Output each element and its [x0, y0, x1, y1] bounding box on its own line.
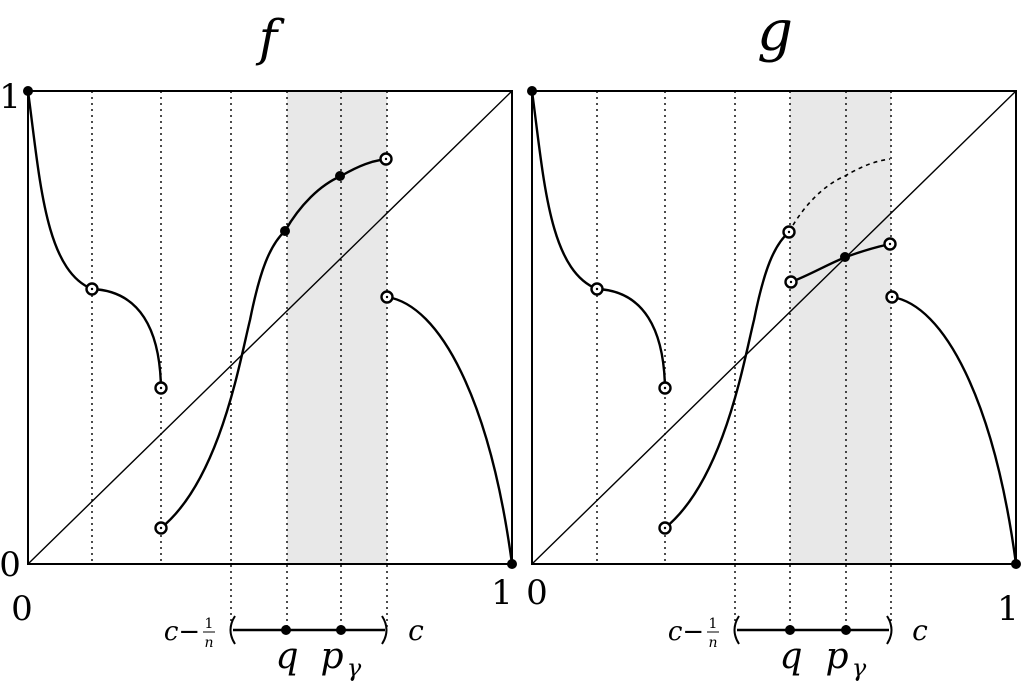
- x-right-label: 1: [997, 589, 1019, 629]
- open-left-paren: [733, 615, 740, 645]
- identity-diagonal: [531, 90, 1017, 565]
- shaded-band: [790, 91, 891, 564]
- closed-dot: [507, 559, 517, 569]
- open-dot-center: [888, 242, 892, 246]
- interval-left-label: c−: [668, 617, 704, 647]
- closed-points: [527, 86, 1021, 569]
- x-left-label: 0: [526, 573, 548, 613]
- open-right-paren: [886, 615, 893, 645]
- open-dot-center: [384, 157, 388, 161]
- curve-piece-2: [91, 287, 163, 389]
- open-point-centers: [595, 230, 894, 530]
- fraction-denominator: n: [708, 635, 717, 651]
- closed-dot: [840, 252, 850, 262]
- curve-piece-3: [160, 230, 286, 529]
- vertical-guides: [596, 91, 892, 630]
- point-p-subscript: γ: [852, 654, 867, 682]
- unit-square-frame: [531, 90, 1017, 565]
- x-left-label: 0: [11, 589, 33, 629]
- point-q-dot: [281, 625, 291, 635]
- open-right-paren: [381, 615, 388, 645]
- unit-square-frame: [27, 90, 513, 565]
- open-dot-center: [663, 526, 667, 530]
- interval-right-label: c: [408, 614, 424, 647]
- panel-f: f 1 0 0 1 c− 1 n c q p γ: [0, 9, 517, 682]
- closed-points: [23, 86, 517, 569]
- point-p-dot: [336, 625, 346, 635]
- fraction-denominator: n: [204, 635, 213, 651]
- interval-left-label: c−: [164, 617, 200, 647]
- open-dot-center: [663, 386, 667, 390]
- removed-piece-dashed: [788, 158, 891, 233]
- curve-piece-5: [891, 295, 1018, 565]
- interval-right-label: c: [912, 614, 928, 647]
- identity-diagonal: [27, 90, 513, 565]
- open-dot-center: [90, 287, 94, 291]
- y-bottom-label: 0: [0, 545, 21, 585]
- curve-piece-1: [26, 90, 93, 291]
- open-dot-center: [159, 526, 163, 530]
- point-p-label: p: [320, 636, 343, 677]
- panel-title: f: [255, 9, 285, 67]
- closed-dot: [1011, 559, 1021, 569]
- point-p-label: p: [825, 636, 848, 677]
- point-p-subscript: γ: [347, 654, 362, 682]
- open-dot-center: [385, 295, 389, 299]
- y-top-label: 1: [0, 77, 21, 117]
- closed-dot: [280, 226, 290, 236]
- point-q-label: q: [275, 636, 298, 677]
- shaded-band: [287, 91, 387, 564]
- curve-piece-5: [386, 295, 514, 565]
- curve-piece-1: [530, 90, 598, 291]
- closed-dot: [23, 86, 33, 96]
- curve-piece-3: [664, 231, 790, 529]
- x-right-label: 1: [491, 573, 513, 613]
- open-left-paren: [229, 615, 236, 645]
- graph-curves: [530, 90, 1018, 565]
- point-q-label: q: [779, 636, 802, 677]
- fraction-numerator: 1: [709, 616, 718, 632]
- open-dot-center: [159, 386, 163, 390]
- open-dot-center: [890, 295, 894, 299]
- curve-piece-2: [596, 287, 667, 389]
- panel-title: g: [757, 0, 793, 64]
- point-p-dot: [841, 625, 851, 635]
- open-dot-center: [787, 230, 791, 234]
- point-q-dot: [785, 625, 795, 635]
- fraction-numerator: 1: [205, 616, 214, 632]
- open-dot-center: [595, 287, 599, 291]
- open-points: [590, 225, 899, 535]
- open-point-centers: [90, 157, 389, 530]
- closed-dot: [527, 86, 537, 96]
- open-dot-center: [789, 280, 793, 284]
- panel-g: g 0 1 c− 1 n c q p γ: [526, 0, 1021, 682]
- closed-dot: [335, 171, 345, 181]
- vertical-guides: [91, 91, 388, 630]
- interval-annotation: c− 1 n c q p γ: [164, 614, 424, 682]
- interval-annotation: c− 1 n c q p γ: [668, 614, 928, 682]
